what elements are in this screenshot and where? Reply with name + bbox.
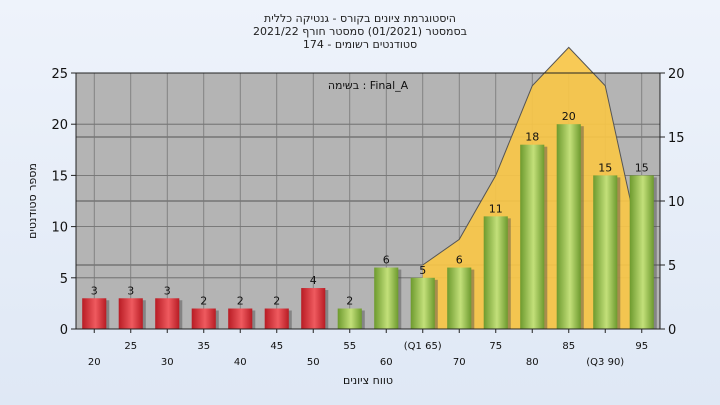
left-tick-label: 0 <box>60 323 68 338</box>
x-tick-label: 80 <box>526 357 539 368</box>
left-tick-label: 25 <box>51 67 68 82</box>
bar-45 <box>264 308 289 329</box>
bar-value-label: 2 <box>273 295 280 308</box>
x-tick-label: 35 <box>197 341 210 352</box>
right-tick-label: 0 <box>668 323 676 338</box>
x-tick-label: 45 <box>270 341 283 352</box>
right-tick-label: 5 <box>668 259 676 274</box>
x-tick-label: 40 <box>234 357 247 368</box>
bar-value-label: 5 <box>419 264 426 277</box>
bar-value-label: 3 <box>127 284 134 297</box>
bar-value-label: 2 <box>346 295 353 308</box>
left-tick-label: 15 <box>51 169 68 184</box>
y-axis-label: מספר סטודנטים <box>26 163 39 239</box>
right-tick-label: 10 <box>668 195 685 210</box>
left-tick-label: 5 <box>60 272 68 287</box>
x-axis-label: טווח ציונים <box>343 374 393 387</box>
bar-70 <box>447 267 472 329</box>
left-tick-label: 10 <box>51 221 68 236</box>
bar-60 <box>374 267 399 329</box>
bar-value-label: 6 <box>383 254 390 267</box>
bar-value-label: 6 <box>456 254 463 267</box>
chart-title-line-3: סטודנטים רשומים - 174 <box>302 38 418 51</box>
right-tick-label: 20 <box>668 67 685 82</box>
right-tick-label: 15 <box>668 131 685 146</box>
x-tick-label: 50 <box>307 357 320 368</box>
x-tick-label: (Q1 65) <box>404 341 442 352</box>
x-tick-label: 75 <box>489 341 502 352</box>
bar-value-label: 20 <box>562 110 576 123</box>
bar-20 <box>82 298 107 329</box>
bar-value-label: 3 <box>91 284 98 297</box>
bar-25 <box>118 298 143 329</box>
axes: 051015202505101520202530354045505560(Q1 … <box>51 67 684 368</box>
bar-value-label: 2 <box>237 295 244 308</box>
bar-30 <box>155 298 180 329</box>
left-tick-label: 20 <box>51 118 68 133</box>
x-tick-label: 25 <box>124 341 137 352</box>
x-tick-label: 85 <box>562 341 575 352</box>
bar-90 <box>593 175 618 329</box>
bar-80 <box>520 144 545 329</box>
chart-title-line-2: בסמסטר (01/2021) סמסטר חורף 2021/22 <box>253 25 467 38</box>
x-tick-label: 20 <box>88 357 101 368</box>
x-tick-label: 55 <box>343 341 356 352</box>
distribution-line <box>422 46 643 266</box>
bar-value-label: 11 <box>489 202 503 215</box>
bars: 3 3 3 2 2 2 4 2 6 5 6 11 18 20 15 15 <box>82 110 657 329</box>
bar-35 <box>191 308 216 329</box>
bar-65 <box>410 277 435 329</box>
bar-40 <box>228 308 253 329</box>
x-tick-label: 95 <box>635 341 648 352</box>
bar-value-label: 18 <box>525 131 539 144</box>
bar-85 <box>556 124 581 329</box>
x-tick-label: 70 <box>453 357 466 368</box>
x-tick-label: (Q3 90) <box>586 357 624 368</box>
x-tick-label: 60 <box>380 357 393 368</box>
bar-value-label: 15 <box>635 161 649 174</box>
chart-title-line-1: היסטוגרמת ציונים בקורס - גנטיקה כללית <box>264 12 456 25</box>
bar-value-label: 2 <box>200 295 207 308</box>
bar-95 <box>629 175 654 329</box>
bar-value-label: 15 <box>598 161 612 174</box>
bar-55 <box>337 308 362 329</box>
bar-value-label: 4 <box>310 274 317 287</box>
x-tick-label: 30 <box>161 357 174 368</box>
chart-annotation: בשימה : Final_A <box>328 79 409 92</box>
bar-75 <box>483 216 508 329</box>
bar-value-label: 3 <box>164 284 171 297</box>
bar-50 <box>301 288 326 329</box>
